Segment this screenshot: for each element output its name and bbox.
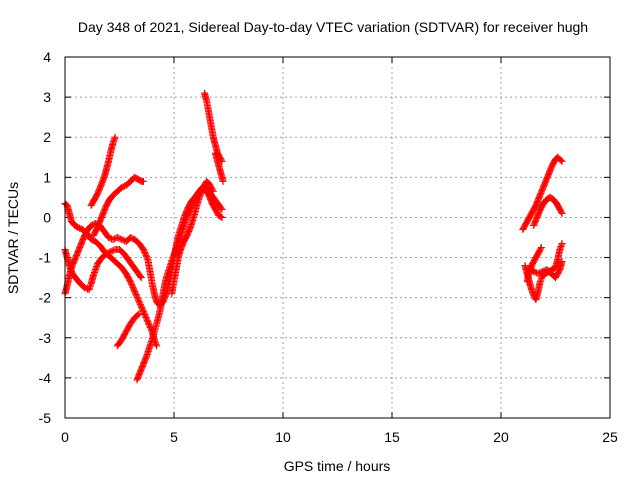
data-point — [119, 183, 127, 191]
data-point — [113, 234, 121, 241]
data-point — [537, 244, 545, 252]
data-point — [134, 311, 142, 319]
x-tick-label: 10 — [275, 429, 291, 445]
y-tick-label: -5 — [39, 410, 52, 426]
data-point — [111, 133, 119, 141]
y-tick-label: -2 — [39, 290, 52, 306]
data-point — [534, 270, 542, 278]
data-point — [126, 234, 134, 241]
x-tick-label: 0 — [61, 429, 69, 445]
data-point — [558, 240, 566, 248]
data-point — [74, 223, 82, 231]
data-point — [110, 246, 118, 254]
data-point — [87, 221, 95, 229]
data-point — [143, 254, 151, 262]
data-point — [137, 274, 145, 282]
plot-frame — [64, 56, 611, 419]
data-point — [108, 247, 116, 255]
data-point — [116, 235, 124, 243]
data-point — [105, 234, 113, 241]
data-point — [118, 236, 126, 244]
y-tick-label: 3 — [43, 89, 51, 105]
series-8 — [168, 177, 217, 298]
y-axis-label: SDTVAR / TECUs — [5, 182, 21, 294]
y-tick-label: 2 — [43, 129, 51, 145]
series-7 — [133, 183, 226, 384]
data-point — [105, 248, 113, 256]
y-tick-label: 4 — [43, 49, 51, 65]
data-point — [218, 205, 226, 213]
data-point — [139, 177, 147, 185]
data-point — [102, 250, 110, 258]
data-point — [109, 236, 117, 244]
x-tick-label: 5 — [170, 429, 178, 445]
data-point — [136, 272, 144, 280]
data-point — [209, 187, 217, 195]
data-point — [104, 249, 112, 257]
data-points — [61, 89, 566, 384]
data-point — [538, 268, 546, 276]
y-tick-label: -3 — [39, 330, 52, 346]
data-point — [537, 268, 545, 276]
series-5 — [89, 173, 147, 239]
series-15 — [525, 258, 566, 282]
data-point — [558, 209, 566, 217]
data-point — [209, 186, 217, 194]
y-tick-label: 0 — [43, 209, 51, 225]
data-point — [89, 236, 97, 244]
data-point — [153, 342, 161, 350]
chart-title: Day 348 of 2021, Sidereal Day-to-day VTE… — [78, 19, 588, 35]
data-point — [557, 208, 565, 216]
data-point — [218, 213, 226, 221]
series-10 — [211, 149, 227, 185]
data-point — [217, 213, 225, 221]
data-point — [76, 224, 84, 232]
data-point — [558, 258, 566, 266]
data-point — [219, 177, 227, 185]
series-6 — [113, 310, 143, 350]
x-tick-label: 15 — [384, 429, 400, 445]
data-point — [115, 234, 123, 242]
data-point — [217, 204, 225, 212]
y-tick-label: -4 — [39, 370, 52, 386]
data-point — [135, 310, 143, 318]
data-point — [128, 234, 136, 242]
y-tick-label: -1 — [39, 250, 52, 266]
data-point — [87, 236, 95, 244]
y-tick-label: 1 — [43, 169, 51, 185]
data-point — [558, 157, 566, 165]
data-point — [557, 156, 565, 164]
data-point — [530, 268, 538, 276]
x-axis-label: GPS time / hours — [284, 458, 391, 474]
data-point — [537, 245, 545, 253]
series-11 — [519, 153, 566, 233]
data-point — [536, 269, 544, 277]
data-point — [118, 183, 126, 191]
axis-ticks: 0 5 10 15 20 25 -5 -4 -3 -2 -1 0 1 2 3 4 — [39, 49, 618, 445]
series-4 — [87, 133, 119, 209]
x-tick-label: 20 — [493, 429, 509, 445]
data-point — [107, 248, 115, 256]
x-tick-label: 25 — [602, 429, 618, 445]
series-14 — [530, 193, 566, 229]
